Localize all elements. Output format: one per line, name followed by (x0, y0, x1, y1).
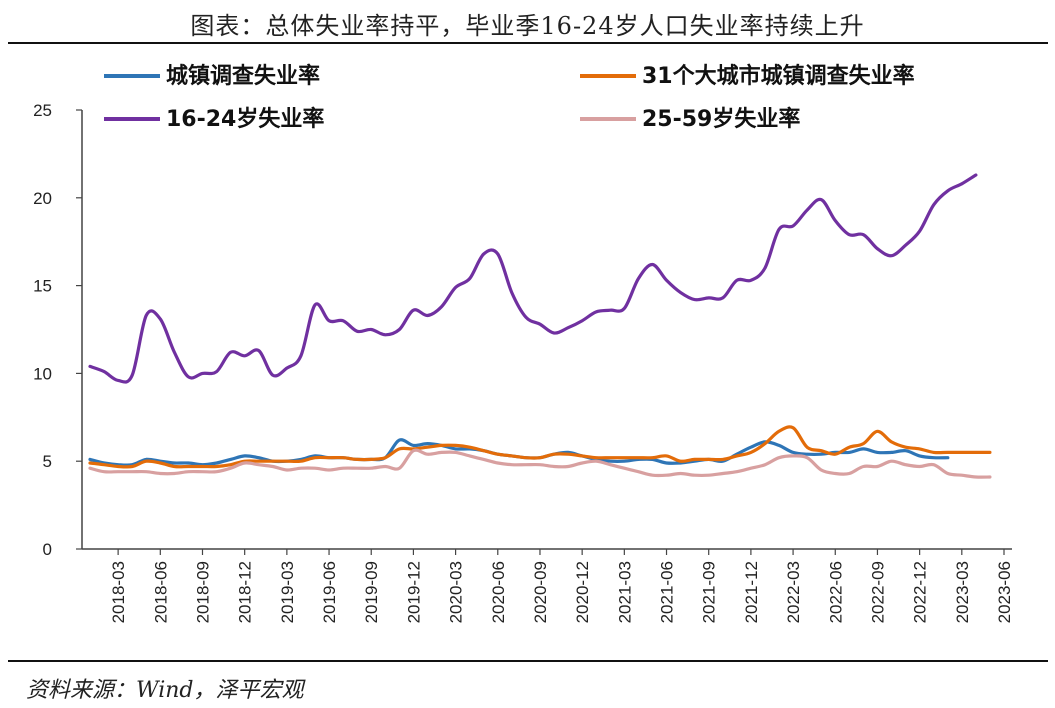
x-tick-label: 2018-06 (151, 561, 170, 623)
x-tick-label: 2022-03 (784, 561, 803, 623)
x-tick-label: 2022-12 (911, 561, 930, 623)
x-tick-label: 2018-09 (193, 561, 212, 623)
series-line-big31-rate (88, 425, 992, 469)
x-tick-label: 2023-06 (995, 561, 1014, 623)
y-tick-label: 10 (33, 364, 52, 383)
y-tick-label: 15 (33, 277, 52, 296)
x-tick-label: 2019-09 (362, 561, 381, 623)
x-tick-label: 2022-09 (868, 561, 887, 623)
x-tick-label: 2020-09 (531, 561, 550, 623)
x-tick-label: 2018-12 (236, 561, 255, 623)
chart-axes: 0 5 10 15 20 25 2018-03 2018-06 2018-09 2018-12 20… (33, 101, 1014, 623)
x-tick-label: 2022-06 (826, 561, 845, 623)
x-tick-label: 2020-12 (573, 561, 592, 623)
source-note: 资料来源：Wind，泽平宏观 (26, 678, 304, 703)
legend-label-big31-rate: 31个大城市城镇调查失业率 (642, 63, 915, 89)
x-tick-label: 2021-06 (658, 561, 677, 623)
source-divider (8, 660, 1048, 662)
legend-label-age-16-24-rate: 16-24岁失业率 (166, 106, 324, 132)
title-divider (8, 42, 1048, 44)
x-tick-label: 2020-06 (489, 561, 508, 623)
y-tick-label: 0 (43, 540, 52, 559)
x-tick-label: 2021-12 (742, 561, 761, 623)
chart-title: 图表：总体失业率持平，毕业季16-24岁人口失业率持续上升 (190, 12, 865, 40)
x-tick-label: 2023-03 (953, 561, 972, 623)
series-line-age-25-59-rate (88, 448, 992, 479)
line-chart: 0 5 10 15 20 25 2018-03 2018-06 2018-09 2018-12 20… (33, 63, 1014, 623)
series-line-age-16-24-rate (88, 173, 978, 384)
chart-legend: 城镇调查失业率 31个大城市城镇调查失业率 16-24岁失业率 25-59岁失业率 (104, 63, 915, 132)
y-tick-label: 5 (43, 452, 52, 471)
x-tick-label: 2021-03 (615, 561, 634, 623)
x-tick-label: 2019-06 (320, 561, 339, 623)
y-tick-label: 20 (33, 189, 52, 208)
series-line-city-town-rate (88, 438, 950, 467)
x-tick-label: 2020-03 (447, 561, 466, 623)
x-tick-label: 2021-09 (700, 561, 719, 623)
y-tick-label: 25 (33, 101, 52, 120)
legend-label-city-town-rate: 城镇调查失业率 (166, 63, 320, 89)
x-tick-label: 2019-03 (278, 561, 297, 623)
x-tick-label: 2019-12 (404, 561, 423, 623)
series-lines (88, 173, 992, 479)
x-tick-label: 2018-03 (109, 561, 128, 623)
legend-label-age-25-59-rate: 25-59岁失业率 (642, 106, 800, 132)
